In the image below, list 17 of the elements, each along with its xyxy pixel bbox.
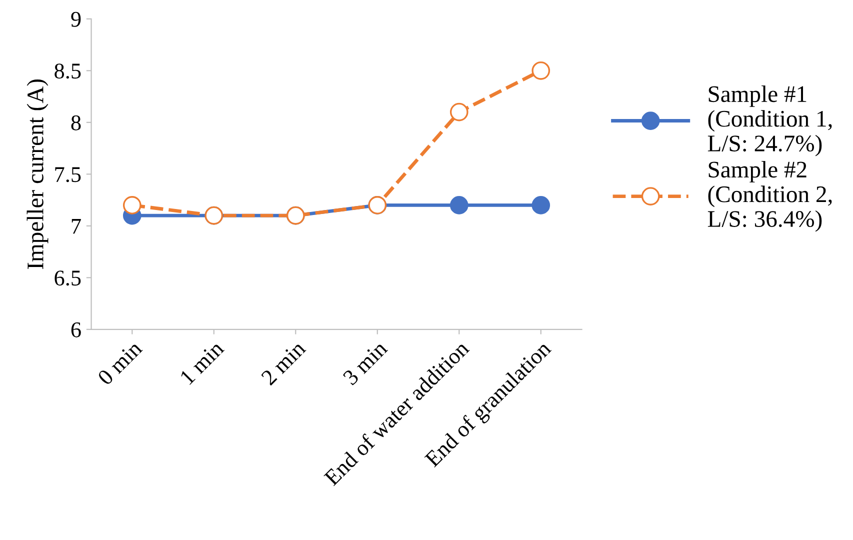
y-tick-label: 7 [72,219,81,234]
point [122,196,142,214]
x-tick-label: 3 min [342,340,388,386]
legend-label: Sample #2 (Condition 2, L/S: 36.4%) [708,160,832,232]
point [532,196,550,214]
y-tick-label: 9 [71,12,81,27]
y-tick-label: 7.5 [55,167,81,182]
x-tick-label: 0 min [96,340,143,386]
y-tick-label: 8.5 [54,64,81,79]
legend-label: Sample #1 (Condition 1, L/S: 24.7%) [708,85,832,156]
y-tick-label: 8 [71,115,81,130]
y-tick-label: 6 [71,322,81,338]
y-tick-label: 6.5 [54,270,81,286]
x-tick-label: 1 min [180,340,225,385]
y-axis-title: Impeller current (A) [26,79,48,270]
point [450,196,468,214]
x-tick-label: 2 min [260,340,306,386]
